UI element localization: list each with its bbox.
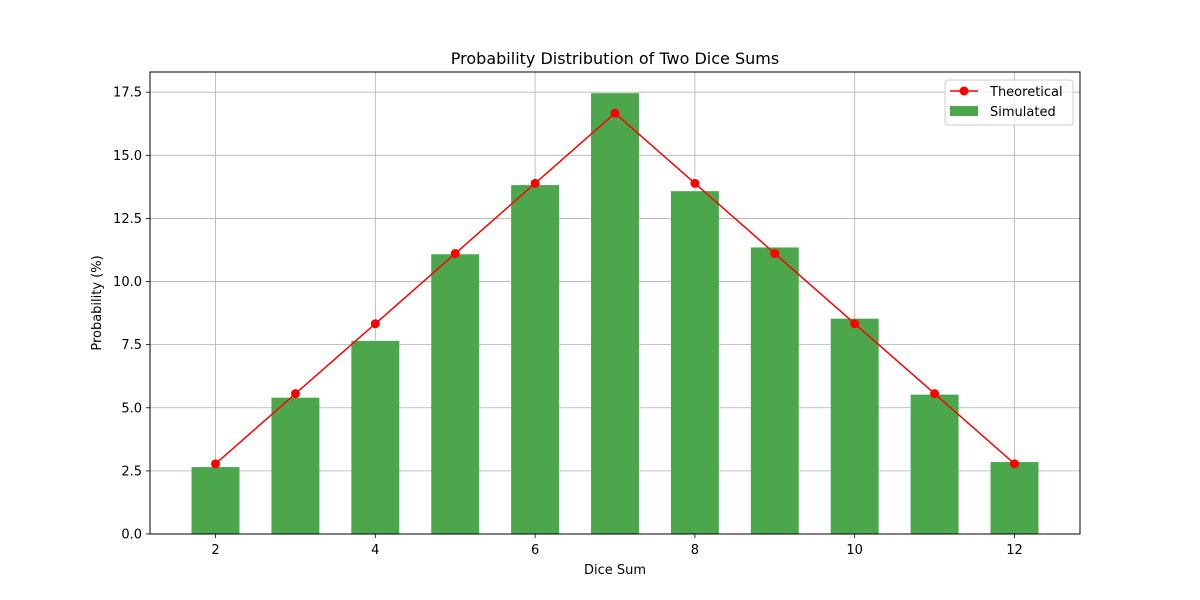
theoretical-line-layer (211, 108, 1019, 469)
x-tick-label: 8 (691, 543, 699, 558)
y-tick-label: 0.0 (121, 528, 142, 543)
legend-label-simulated: Simulated (990, 105, 1056, 120)
y-tick-label: 2.5 (121, 464, 142, 479)
bar-simulated-12 (990, 462, 1039, 534)
bar-simulated-9 (750, 247, 799, 534)
bar-simulated-2 (191, 467, 240, 534)
y-tick-label: 12.5 (113, 212, 142, 227)
bar-simulated-3 (271, 397, 320, 534)
theoretical-point-4 (370, 319, 380, 329)
x-tick-label: 6 (531, 543, 539, 558)
bar-simulated-7 (591, 93, 639, 535)
y-tick-label: 15.0 (113, 149, 142, 164)
bar-simulated-8 (670, 191, 719, 535)
legend-bar-swatch (950, 106, 978, 116)
x-tick-label: 4 (371, 543, 379, 558)
bar-simulated-10 (830, 318, 879, 534)
bars (191, 93, 1039, 535)
y-tick-label: 10.0 (113, 275, 142, 290)
legend-label-theoretical: Theoretical (989, 85, 1063, 100)
x-tick-label: 2 (211, 543, 219, 558)
bar-simulated-4 (351, 340, 400, 534)
bar-simulated-5 (431, 254, 480, 535)
y-axis-label: Probability (%) (90, 255, 105, 350)
plot-frame (149, 71, 1081, 535)
chart-title: Probability Distribution of Two Dice Sum… (451, 49, 779, 68)
theoretical-point-5 (450, 249, 460, 259)
theoretical-point-8 (690, 178, 700, 188)
theoretical-point-9 (770, 249, 780, 259)
theoretical-point-6 (530, 178, 540, 188)
bar-simulated-6 (511, 185, 560, 535)
y-tick-label: 17.5 (113, 86, 142, 101)
y-tick-label: 7.5 (121, 338, 142, 353)
x-tick-label: 12 (1006, 543, 1023, 558)
theoretical-point-12 (1009, 459, 1019, 469)
legend-marker-swatch (959, 86, 969, 96)
y-axis-ticks: 0.0 2.5 5.0 7.5 10.0 12.5 15.0 17.5 (113, 86, 150, 543)
theoretical-point-10 (850, 319, 860, 329)
x-axis-ticks: 2 4 6 8 10 12 (211, 534, 1023, 558)
bar-simulated-11 (910, 394, 959, 534)
theoretical-point-7 (610, 108, 620, 118)
x-axis-label: Dice Sum (584, 563, 646, 578)
y-tick-label: 5.0 (121, 401, 142, 416)
theoretical-point-11 (930, 389, 940, 399)
theoretical-point-2 (211, 459, 221, 469)
legend: Theoretical Simulated (944, 79, 1074, 126)
x-tick-label: 10 (846, 543, 863, 558)
theoretical-point-3 (290, 389, 300, 399)
